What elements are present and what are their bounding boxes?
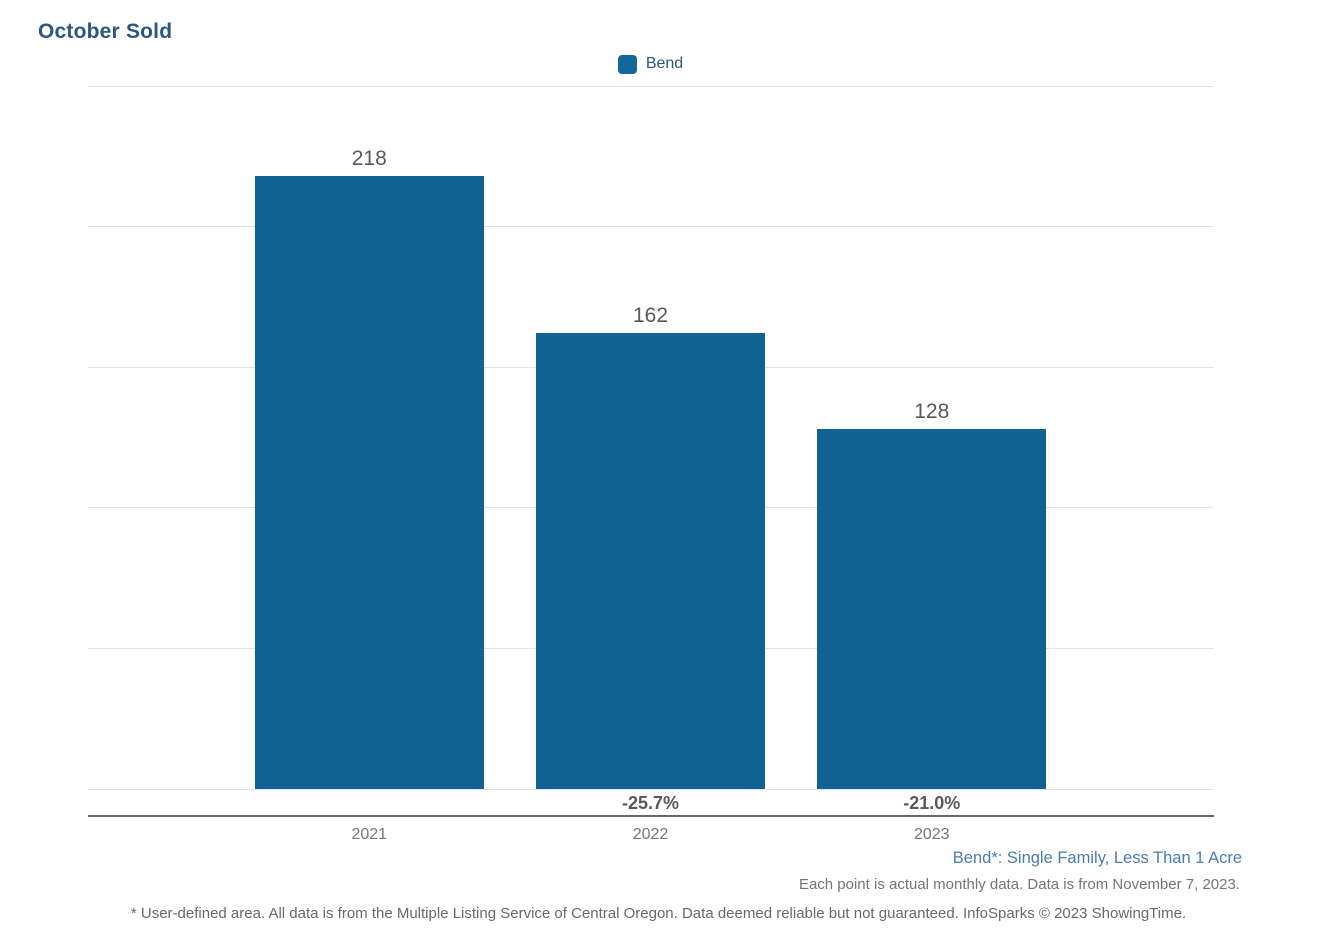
bar-2023[interactable]: 128	[817, 400, 1047, 789]
bar-2021[interactable]: 218	[254, 147, 484, 789]
gridline-y-200	[88, 226, 1213, 228]
legend[interactable]: Bend	[88, 53, 1213, 75]
x-axis-label-2022: 2022	[632, 826, 669, 843]
pct-change-label-2022: -25.7%	[621, 793, 680, 813]
legend-swatch-icon	[617, 54, 637, 74]
footnote-disclaimer: * User-defined area. All data is from th…	[130, 905, 1187, 922]
pct-change-row: -25.7% -21.0%	[88, 793, 1213, 815]
bar-2022[interactable]: 162	[535, 304, 766, 789]
plot-area: 050100150200250218162128	[88, 85, 1213, 790]
bar-value-label: 218	[351, 146, 387, 170]
chart-title: October Sold	[38, 20, 173, 43]
bar-value-label: 128	[914, 400, 950, 424]
gridline-y-250	[88, 85, 1213, 87]
gridline-y-0	[88, 788, 1213, 790]
pct-change-label-2023: -21.0%	[903, 793, 961, 813]
x-axis-label-2023: 2023	[913, 826, 950, 843]
x-axis-label-2021: 2021	[351, 826, 388, 843]
x-axis-labels-row: 2021 2022 2023	[88, 826, 1213, 848]
footnote-data-source: Each point is actual monthly data. Data …	[798, 876, 1240, 893]
bar-value-label: 162	[632, 304, 669, 328]
x-axis-line	[88, 815, 1214, 817]
footnote-series-definition: Bend*: Single Family, Less Than 1 Acre	[952, 849, 1242, 867]
legend-label: Bend	[645, 55, 684, 72]
